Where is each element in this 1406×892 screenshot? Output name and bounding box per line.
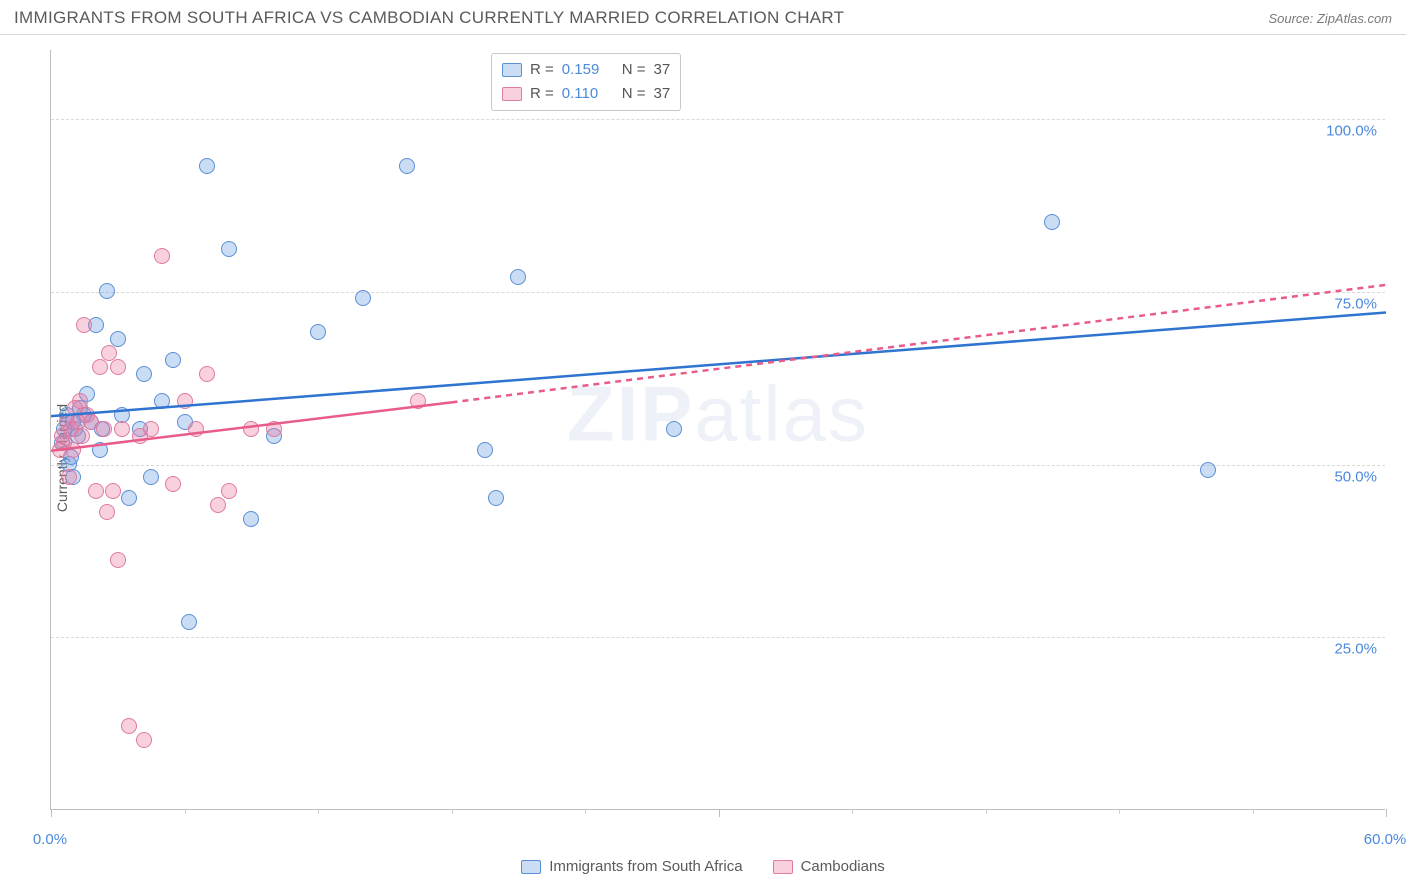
point-series-a <box>92 442 108 458</box>
swatch-icon <box>773 860 793 874</box>
point-series-a <box>243 511 259 527</box>
swatch-icon <box>502 87 522 101</box>
title-bar: IMMIGRANTS FROM SOUTH AFRICA VS CAMBODIA… <box>0 0 1406 35</box>
n-value: 37 <box>654 82 671 106</box>
point-series-b <box>88 483 104 499</box>
x-tick-minor <box>185 809 186 814</box>
point-series-b <box>110 359 126 375</box>
x-tick-minor <box>452 809 453 814</box>
x-tick-major <box>1386 809 1387 817</box>
point-series-a <box>136 366 152 382</box>
gridline <box>51 119 1385 120</box>
point-series-a <box>1200 462 1216 478</box>
legend-label: Immigrants from South Africa <box>549 858 742 875</box>
point-series-b <box>99 504 115 520</box>
point-series-a <box>143 469 159 485</box>
point-series-b <box>210 497 226 513</box>
legend-label: Cambodians <box>801 858 885 875</box>
bottom-legend: Immigrants from South Africa Cambodians <box>0 858 1406 875</box>
point-series-b <box>143 421 159 437</box>
x-tick-minor <box>1119 809 1120 814</box>
x-tick-label: 60.0% <box>1364 831 1406 848</box>
n-label: N = <box>622 82 646 106</box>
point-series-a <box>488 490 504 506</box>
stats-legend-row: R = 0.110 N = 37 <box>502 82 670 106</box>
point-series-a <box>154 393 170 409</box>
gridline <box>51 465 1385 466</box>
point-series-b <box>96 421 112 437</box>
point-series-b <box>188 421 204 437</box>
x-tick-minor <box>986 809 987 814</box>
point-series-b <box>76 317 92 333</box>
n-label: N = <box>622 58 646 82</box>
point-series-a <box>399 158 415 174</box>
point-series-b <box>266 421 282 437</box>
watermark: ZIPatlas <box>567 369 869 460</box>
swatch-icon <box>521 860 541 874</box>
point-series-b <box>92 359 108 375</box>
x-tick-major <box>51 809 52 817</box>
point-series-b <box>243 421 259 437</box>
point-series-a <box>510 269 526 285</box>
x-tick-minor <box>852 809 853 814</box>
point-series-a <box>221 241 237 257</box>
point-series-b <box>199 366 215 382</box>
r-value: 0.110 <box>562 82 614 106</box>
gridline <box>51 637 1385 638</box>
chart-wrap: Currently Married ZIPatlas 25.0%50.0%75.… <box>0 35 1406 880</box>
point-series-a <box>1044 214 1060 230</box>
point-series-b <box>165 476 181 492</box>
y-tick-label: 25.0% <box>1334 641 1377 658</box>
point-series-a <box>199 158 215 174</box>
swatch-icon <box>502 63 522 77</box>
point-series-b <box>61 469 77 485</box>
r-label: R = <box>530 58 554 82</box>
point-series-b <box>105 483 121 499</box>
x-tick-minor <box>318 809 319 814</box>
y-tick-label: 50.0% <box>1334 468 1377 485</box>
n-value: 37 <box>654 58 671 82</box>
r-label: R = <box>530 82 554 106</box>
stats-legend-row: R = 0.159 N = 37 <box>502 58 670 82</box>
gridline <box>51 292 1385 293</box>
point-series-b <box>154 248 170 264</box>
point-series-a <box>181 614 197 630</box>
point-series-b <box>110 552 126 568</box>
point-series-a <box>355 290 371 306</box>
chart-title: IMMIGRANTS FROM SOUTH AFRICA VS CAMBODIA… <box>14 8 844 28</box>
r-value: 0.159 <box>562 58 614 82</box>
point-series-b <box>410 393 426 409</box>
y-tick-label: 100.0% <box>1326 123 1377 140</box>
point-series-b <box>136 732 152 748</box>
point-series-b <box>121 718 137 734</box>
x-tick-label: 0.0% <box>33 831 67 848</box>
point-series-b <box>221 483 237 499</box>
point-series-b <box>177 393 193 409</box>
point-series-a <box>666 421 682 437</box>
legend-item-series-a: Immigrants from South Africa <box>521 858 742 875</box>
x-tick-minor <box>1253 809 1254 814</box>
legend-item-series-b: Cambodians <box>773 858 885 875</box>
x-tick-minor <box>585 809 586 814</box>
point-series-a <box>165 352 181 368</box>
point-series-a <box>99 283 115 299</box>
point-series-b <box>74 428 90 444</box>
y-tick-label: 75.0% <box>1334 295 1377 312</box>
x-tick-major <box>719 809 720 817</box>
stats-legend: R = 0.159 N = 37 R = 0.110 N = 37 <box>491 53 681 111</box>
point-series-b <box>114 421 130 437</box>
point-series-a <box>477 442 493 458</box>
point-series-a <box>310 324 326 340</box>
point-series-a <box>121 490 137 506</box>
plot-area: ZIPatlas 25.0% 50.0% 75.0% 100.0% R = 0.159 N … <box>50 50 1385 810</box>
point-series-b <box>65 442 81 458</box>
source-label: Source: ZipAtlas.com <box>1268 11 1392 26</box>
